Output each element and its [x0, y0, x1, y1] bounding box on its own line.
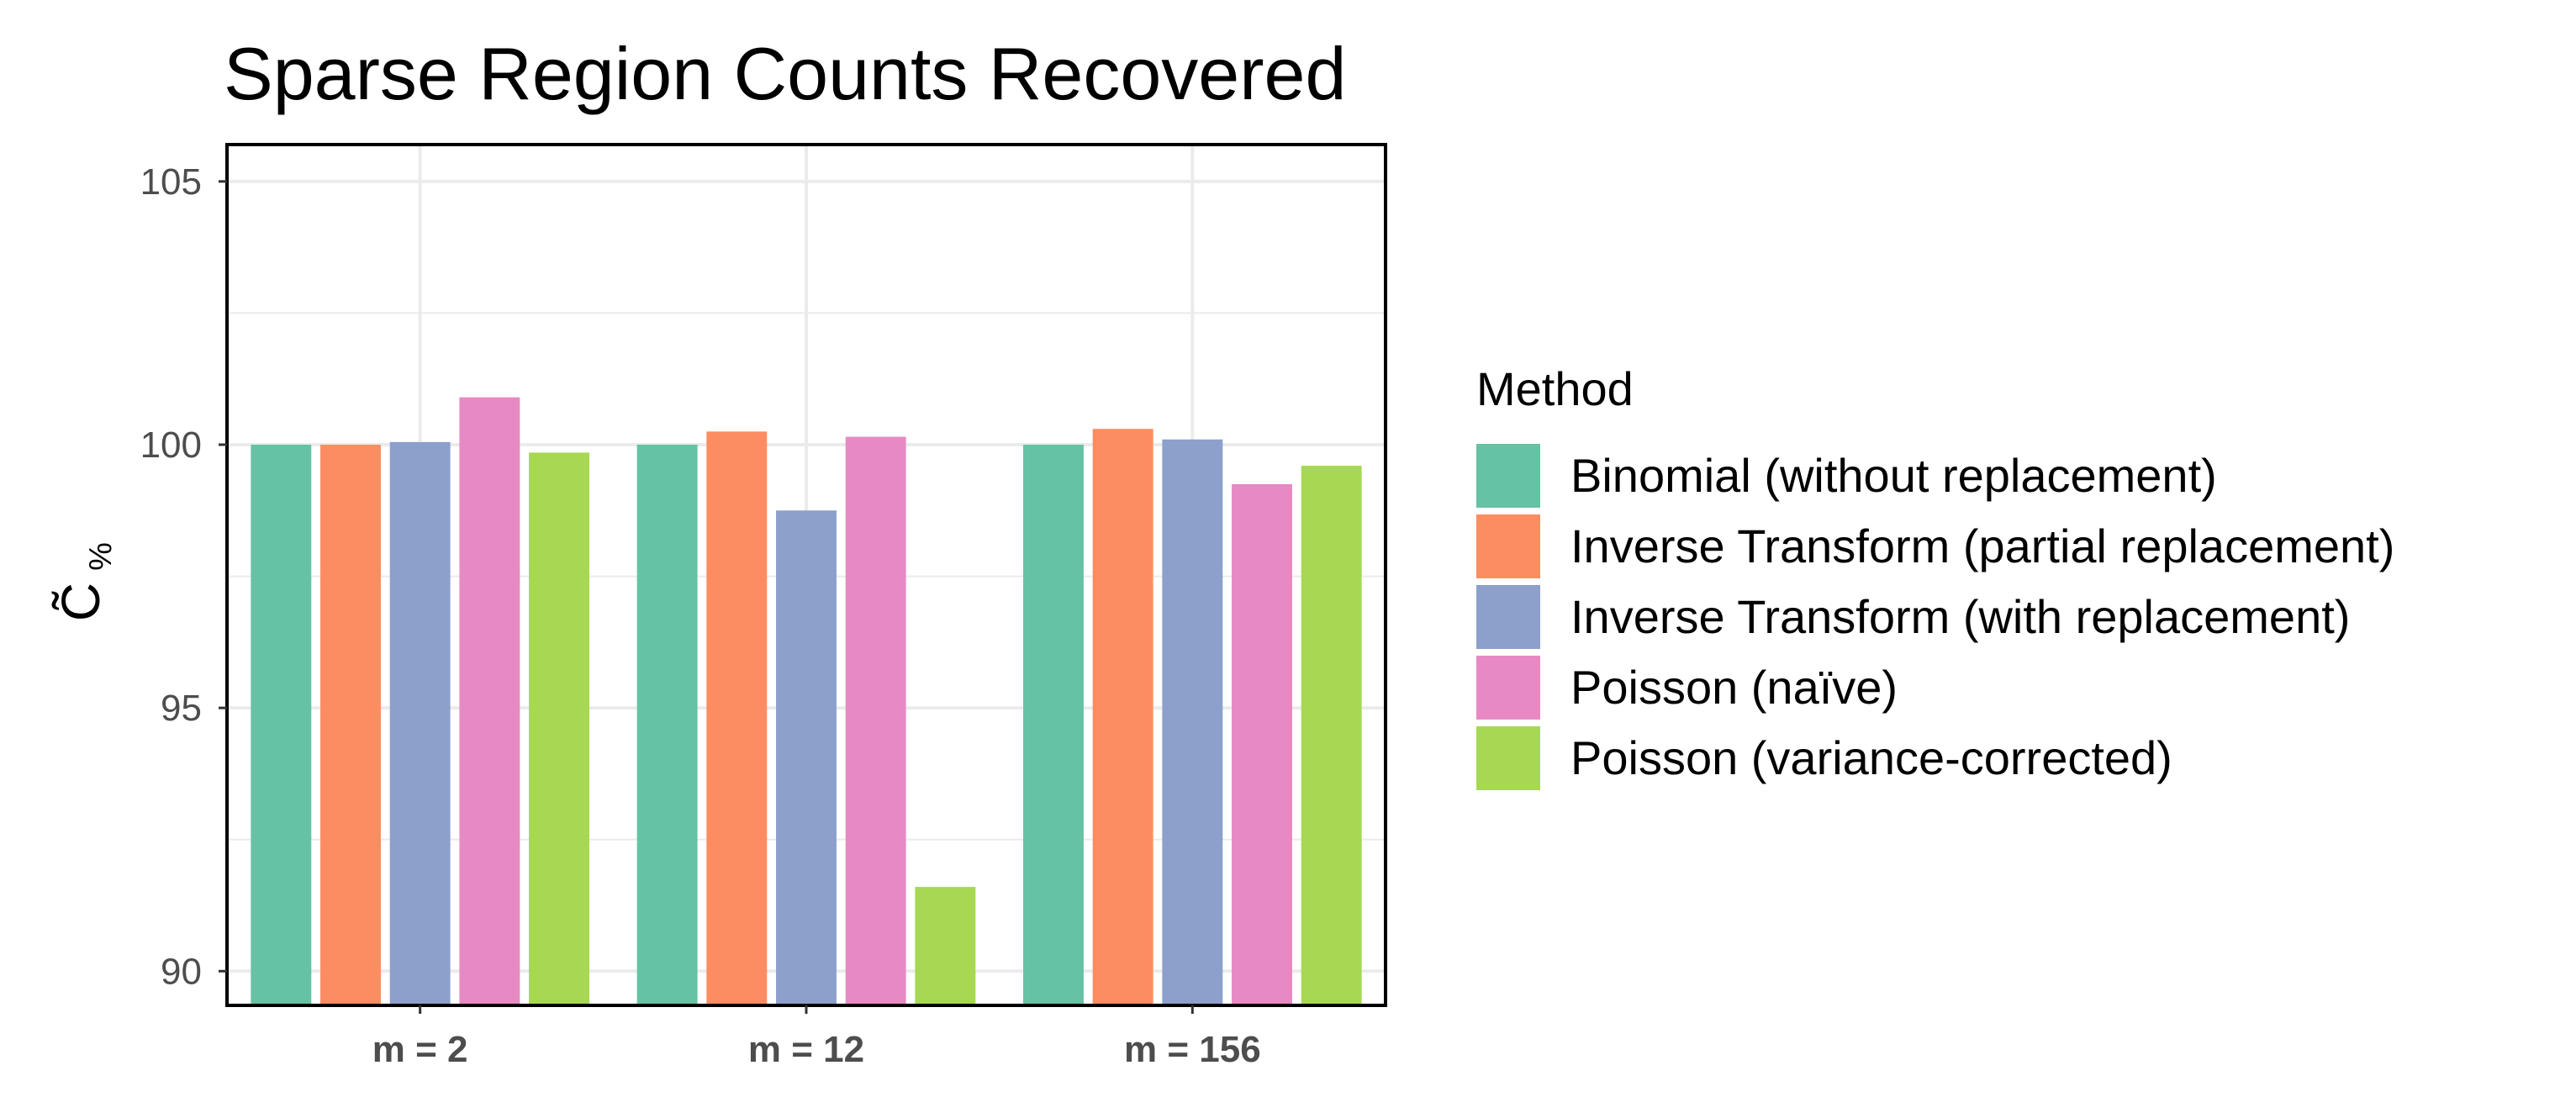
y-axis-label-subscript: % — [83, 542, 119, 571]
y-axis-ticks: 90 95 100 105 — [140, 161, 227, 992]
bar — [389, 441, 451, 1005]
bar — [529, 452, 589, 1005]
legend-key — [1476, 726, 1540, 790]
legend-key — [1476, 514, 1540, 578]
bar — [1232, 483, 1292, 1005]
y-tick-label: 105 — [140, 161, 202, 203]
legend-key — [1476, 444, 1540, 508]
bar — [1092, 429, 1153, 1005]
bar — [845, 436, 906, 1005]
y-tick-label: 95 — [161, 688, 202, 729]
legend-key — [1476, 656, 1540, 720]
bar — [1301, 466, 1362, 1005]
y-tick-label: 100 — [140, 425, 202, 466]
bar — [251, 444, 312, 1005]
legend-label: Inverse Transform (with replacement) — [1570, 590, 2350, 643]
y-axis-label-main: C̃ — [50, 583, 111, 621]
bar — [915, 887, 976, 1005]
legend-label: Inverse Transform (partial replacement) — [1570, 519, 2394, 572]
bar — [459, 397, 520, 1005]
legend-title: Method — [1476, 362, 1634, 415]
y-axis-label: C̃ % — [50, 542, 119, 621]
bars — [251, 397, 1362, 1005]
legend-label: Poisson (variance-corrected) — [1570, 731, 2172, 784]
legend: Method Binomial (without replacement) Inv… — [1476, 362, 2394, 790]
x-tick-label: m = 156 — [1124, 1029, 1261, 1070]
legend-label: Poisson (naïve) — [1570, 661, 1898, 714]
y-tick-label: 90 — [161, 951, 202, 992]
bar — [320, 444, 381, 1005]
bar — [636, 444, 698, 1005]
bar — [776, 510, 837, 1005]
bar — [706, 431, 768, 1005]
bar — [1023, 444, 1084, 1005]
legend-key — [1476, 585, 1540, 649]
x-tick-label: m = 2 — [372, 1029, 468, 1070]
x-tick-label: m = 12 — [748, 1029, 864, 1070]
chart-title: Sparse Region Counts Recovered — [224, 32, 1346, 115]
legend-label: Binomial (without replacement) — [1570, 449, 2217, 502]
x-axis-ticks: m = 2 m = 12 m = 156 — [372, 1005, 1261, 1070]
bar — [1162, 439, 1223, 1005]
